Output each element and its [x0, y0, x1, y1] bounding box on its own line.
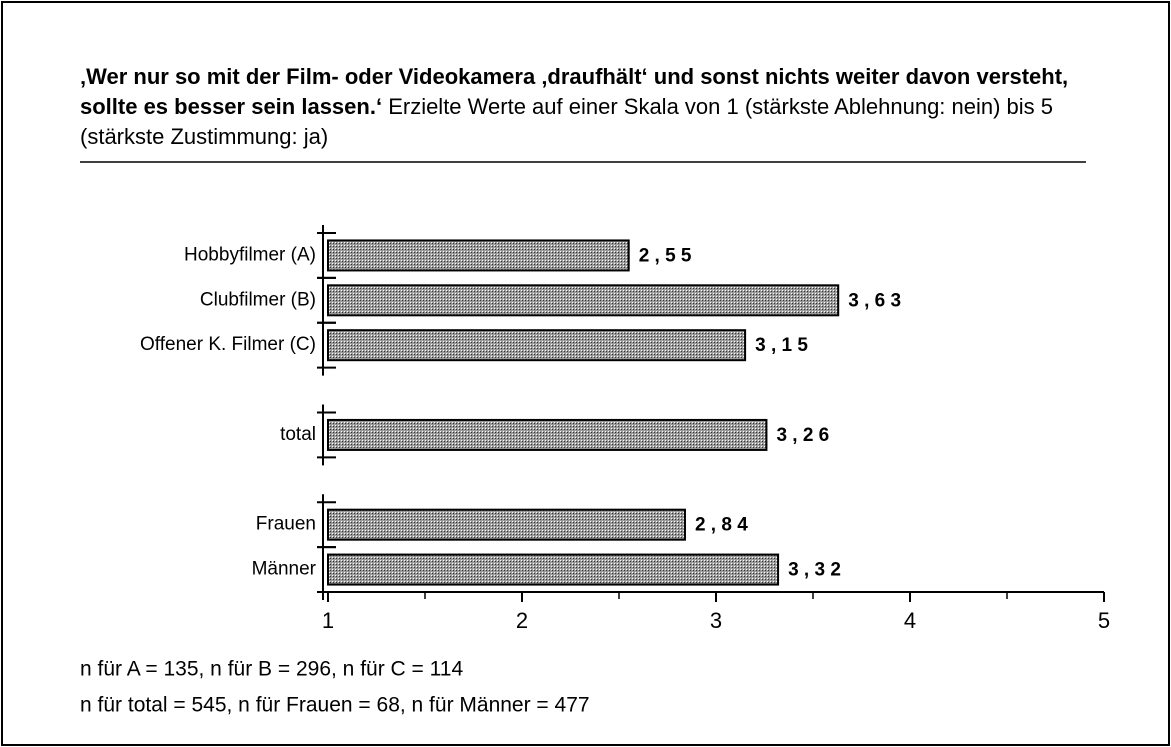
bar	[327, 329, 747, 362]
y-tick-label: Männer	[252, 559, 317, 580]
y-tick-label: Hobbyfilmer (A)	[184, 244, 316, 265]
bar	[327, 508, 686, 541]
bar	[327, 553, 780, 586]
value-label: 2 , 8 4	[695, 515, 748, 536]
chart-title: ‚Wer nur so mit der Film- oder Videokame…	[80, 64, 1069, 119]
value-label: 3 , 1 5	[755, 335, 808, 356]
chart-subtitle: Erzielte Werte auf einer Skala von 1 (st…	[80, 94, 1054, 149]
value-label: 2 , 5 5	[639, 245, 692, 266]
value-label: 3 , 2 6	[776, 425, 829, 446]
value-label: 3 , 6 3	[848, 290, 901, 311]
footnote: n für A = 135, n für B = 296, n für C = …	[80, 658, 463, 681]
x-tick-label: 1	[322, 608, 334, 633]
bar	[327, 284, 840, 317]
header: ‚Wer nur so mit der Film- oder Videokame…	[80, 62, 1100, 152]
bar	[327, 418, 768, 451]
footnote: n für total = 545, n für Frauen = 68, n …	[80, 694, 590, 717]
value-label: 3 , 3 2	[788, 560, 841, 581]
x-tick-label: 5	[1098, 608, 1110, 633]
y-tick-label: Frauen	[256, 514, 316, 535]
y-tick-label: Offener K. Filmer (C)	[140, 334, 316, 355]
bar	[327, 239, 630, 272]
x-tick-label: 2	[516, 608, 528, 633]
x-tick-label: 4	[904, 608, 916, 633]
y-tick-label: total	[280, 424, 316, 445]
x-tick-label: 3	[710, 608, 722, 633]
y-tick-label: Clubfilmer (B)	[200, 289, 316, 310]
